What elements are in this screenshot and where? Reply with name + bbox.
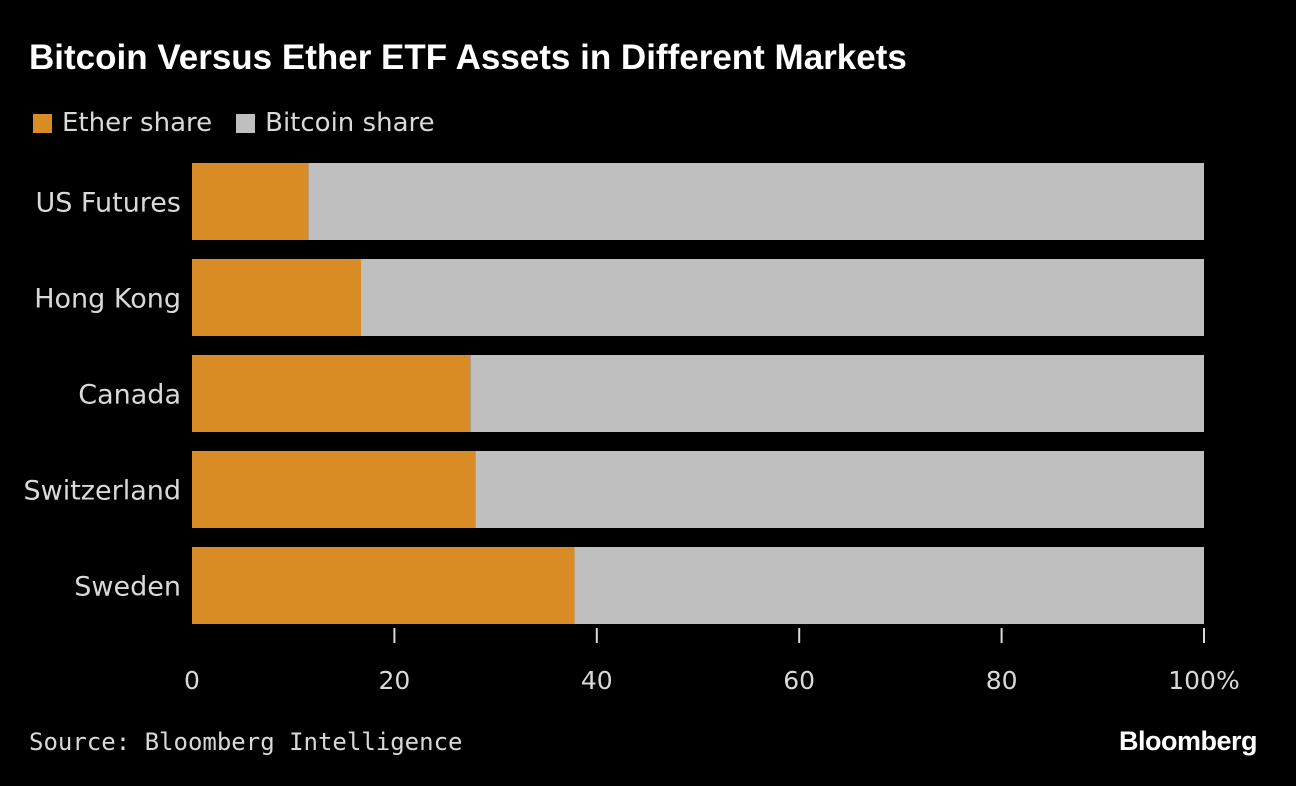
bar-bitcoin — [574, 547, 1204, 624]
bar-ether — [192, 355, 471, 432]
category-label: Canada — [78, 380, 181, 411]
x-tick-label: 20 — [378, 666, 410, 695]
x-tick-label: 40 — [581, 666, 613, 695]
bar-bitcoin — [308, 163, 1204, 240]
category-label: Switzerland — [24, 476, 182, 507]
bloomberg-logo: Bloomberg — [1118, 726, 1258, 756]
x-tick-label: 100% — [1168, 666, 1239, 695]
category-label: Sweden — [74, 572, 181, 603]
legend-swatch-bitcoin — [236, 113, 256, 133]
legend: Ether share Bitcoin share — [33, 108, 459, 138]
x-tick-label: 60 — [783, 666, 815, 695]
x-tick-label: 80 — [986, 666, 1018, 695]
bar-ether — [192, 163, 309, 240]
bar-ether — [192, 547, 575, 624]
legend-item-ether: Ether share — [33, 108, 212, 138]
x-tick-label: 0 — [184, 666, 200, 695]
legend-label-ether: Ether share — [62, 108, 213, 138]
legend-swatch-ether — [33, 113, 52, 133]
legend-item-bitcoin: Bitcoin share — [236, 108, 435, 138]
source-note: Source: Bloomberg Intelligence — [29, 728, 463, 756]
bar-bitcoin — [361, 259, 1204, 336]
bar-bitcoin — [470, 355, 1204, 432]
category-label: Hong Kong — [34, 284, 181, 315]
bar-ether — [192, 259, 362, 336]
legend-label-bitcoin: Bitcoin share — [265, 108, 435, 138]
bar-bitcoin — [475, 451, 1204, 528]
bar-ether — [192, 451, 476, 528]
category-label: US Futures — [35, 188, 181, 219]
chart-title: Bitcoin Versus Ether ETF Assets in Diffe… — [29, 38, 907, 77]
